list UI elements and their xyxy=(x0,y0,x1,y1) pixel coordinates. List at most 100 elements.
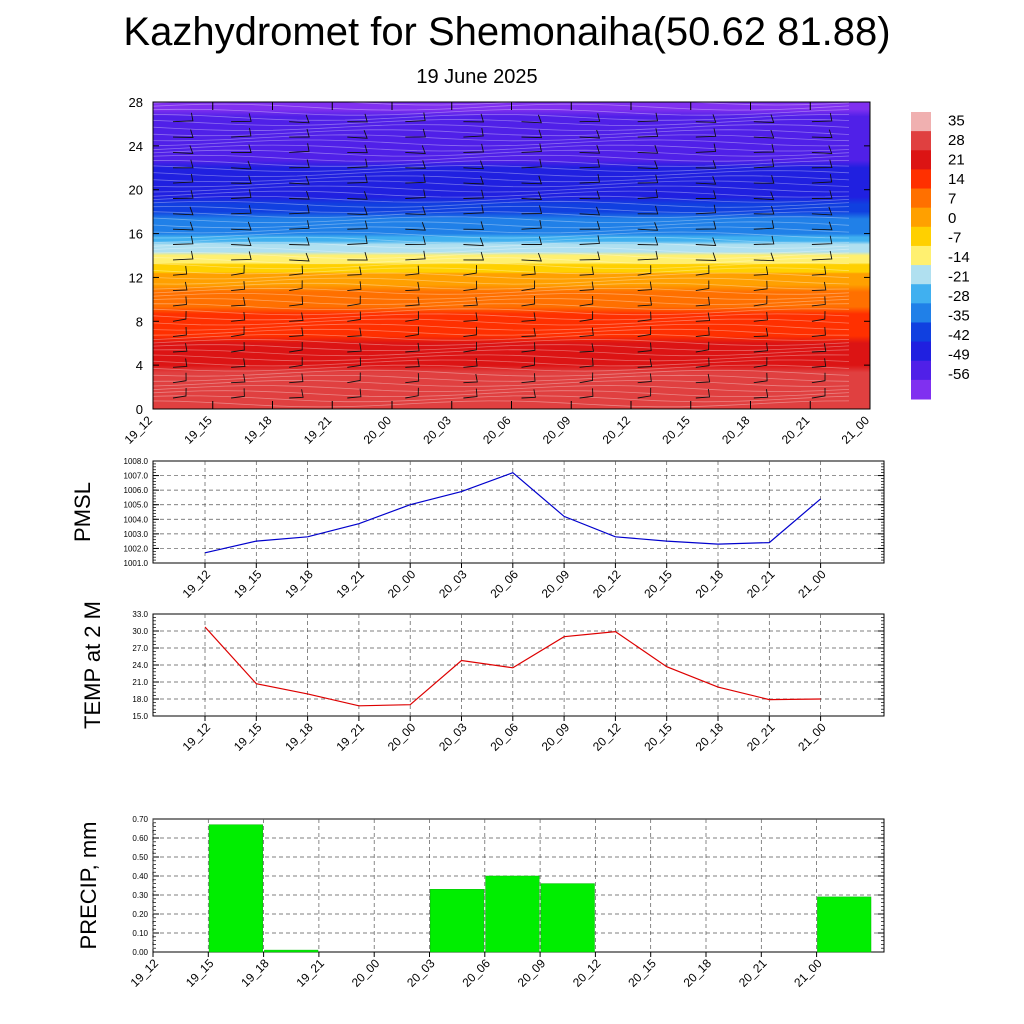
wind-barb xyxy=(231,265,245,276)
wind-barb xyxy=(869,213,870,214)
wind-barb xyxy=(172,281,188,292)
contour-line xyxy=(153,364,850,372)
x-tick-label: 20_06 xyxy=(487,720,521,754)
wind-barb xyxy=(869,244,870,245)
wind-barb xyxy=(637,189,659,199)
y-tick-label: 0.40 xyxy=(132,872,148,881)
wind-barb xyxy=(521,280,536,292)
wind-barb xyxy=(753,295,768,307)
contour-line xyxy=(153,119,850,126)
wind-barb xyxy=(521,129,543,139)
x-tick-label: 19_18 xyxy=(282,567,316,601)
wind-barb xyxy=(463,221,484,230)
colorbar: 35 28 21 14 7 0 -7 -14 -21 -28 -35 -42 -49 -56 xyxy=(911,112,970,400)
wind-barb xyxy=(172,235,194,245)
contour-line xyxy=(153,134,850,142)
colorbar-swatch xyxy=(911,322,931,343)
wind-barb xyxy=(753,389,769,399)
wind-barb xyxy=(811,388,826,399)
contour-line xyxy=(153,139,850,147)
wind-barb xyxy=(811,190,833,199)
y-tick-label: 1002.0 xyxy=(124,544,149,553)
contour-line xyxy=(153,246,850,254)
wind-barb xyxy=(637,174,659,184)
contour-line xyxy=(153,129,850,137)
wind-barb xyxy=(753,266,769,276)
wind-barb xyxy=(172,358,188,368)
wind-barb xyxy=(753,205,775,215)
wind-barb xyxy=(231,373,246,384)
wind-barb xyxy=(811,173,833,184)
x-tick-label: 20_00 xyxy=(385,720,419,754)
x-tick-label: 20_12 xyxy=(570,956,604,990)
wind-barb xyxy=(521,143,542,153)
colorbar-label: -35 xyxy=(948,307,970,324)
y-tick-label: 24 xyxy=(129,139,143,154)
wind-barb xyxy=(637,160,659,170)
x-tick-label: 20_03 xyxy=(436,567,470,601)
wind-barb xyxy=(869,397,870,398)
wind-barb xyxy=(811,159,833,169)
colorbar-swatch xyxy=(911,169,931,190)
y-tick-label: 0.70 xyxy=(132,815,148,824)
x-tick-label: 20_21 xyxy=(744,567,778,601)
wind-barb xyxy=(231,127,252,138)
wind-barb xyxy=(811,129,833,139)
wind-barb xyxy=(579,281,594,292)
contour-line xyxy=(153,154,850,162)
wind-barb xyxy=(521,373,536,384)
wind-barb xyxy=(521,389,536,399)
wind-barb xyxy=(521,266,536,276)
y-tick-label: 8 xyxy=(136,314,143,329)
contour-line xyxy=(153,195,850,203)
wind-barb xyxy=(521,252,542,262)
wind-barb xyxy=(463,160,484,170)
x-tick-label: 20_21 xyxy=(779,413,813,447)
x-tick-label: 20_21 xyxy=(736,956,770,990)
wind-barb xyxy=(463,326,478,338)
x-tick-label: 19_15 xyxy=(181,413,215,447)
wind-barb xyxy=(753,357,768,368)
wind-barb xyxy=(695,388,711,399)
wind-barb xyxy=(231,388,245,399)
contour-line xyxy=(153,313,850,321)
x-tick-label: 20_18 xyxy=(719,413,753,447)
wind-barb xyxy=(463,143,484,153)
wind-barb xyxy=(463,388,478,399)
wind-barb xyxy=(405,189,426,199)
wind-barb xyxy=(695,160,717,169)
wind-barb xyxy=(695,265,710,276)
wind-barb xyxy=(289,342,303,353)
x-tick-label: 19_15 xyxy=(231,720,265,754)
y-tick-label: 21.0 xyxy=(132,678,148,687)
wind-barb xyxy=(405,326,419,338)
wind-barb xyxy=(172,343,188,353)
page-title: Kazhydromet for Shemonaiha(50.62 81.88) xyxy=(123,10,891,54)
wind-barb xyxy=(811,266,827,276)
contour-line xyxy=(153,374,850,382)
wind-barb xyxy=(753,143,775,153)
wind-barb xyxy=(463,297,478,307)
contour-line xyxy=(153,303,850,311)
colorbar-swatch xyxy=(911,245,931,266)
wind-barb xyxy=(695,296,711,307)
wind-barb xyxy=(695,312,711,322)
wind-barb xyxy=(172,296,187,307)
y-tick-label: 20 xyxy=(129,183,143,198)
wind-barb xyxy=(231,189,252,199)
wind-barb xyxy=(869,320,870,322)
contour-line xyxy=(153,385,850,392)
colorbar-label: -42 xyxy=(948,327,970,344)
wind-barb xyxy=(347,327,362,338)
wind-barb xyxy=(811,311,826,322)
x-tick-label: 21_00 xyxy=(839,413,873,447)
wind-barb xyxy=(811,296,826,307)
wind-barb xyxy=(811,235,833,245)
wind-barb xyxy=(521,342,536,353)
wind-barb xyxy=(637,387,652,399)
y-tick-label: 1001.0 xyxy=(124,559,149,568)
wind-barb xyxy=(405,160,426,169)
wind-barb xyxy=(811,112,833,123)
wind-barb xyxy=(811,250,833,261)
x-tick-label: 20_21 xyxy=(744,720,778,754)
